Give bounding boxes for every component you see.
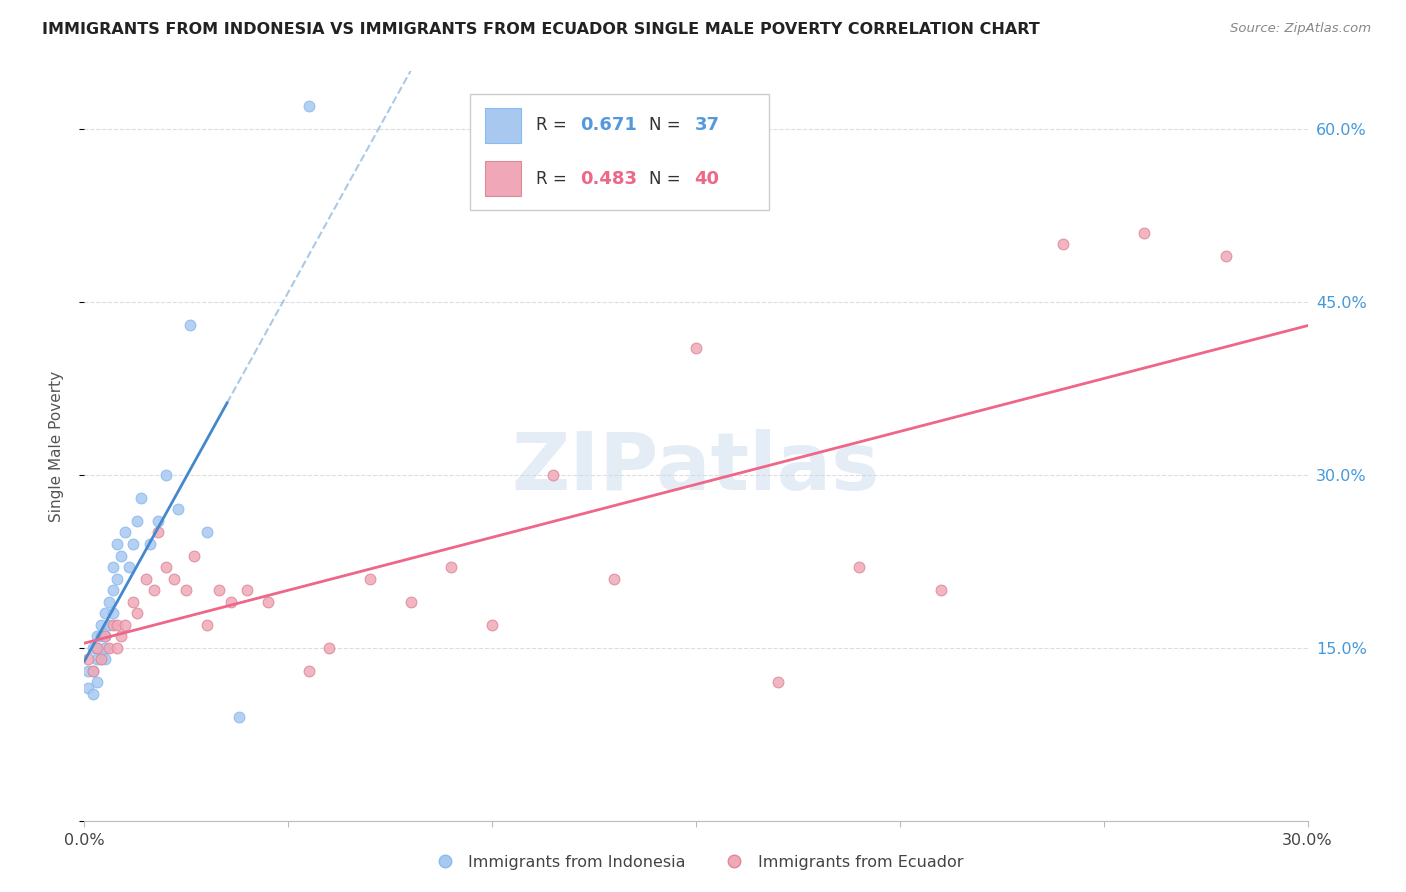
Point xyxy=(929,583,952,598)
Point xyxy=(93,629,115,643)
Point xyxy=(122,537,145,551)
Point xyxy=(1133,226,1156,240)
Legend: Immigrants from Indonesia, Immigrants from Ecuador: Immigrants from Indonesia, Immigrants fr… xyxy=(422,848,970,876)
Point xyxy=(440,560,463,574)
Point xyxy=(93,629,115,643)
Point xyxy=(114,617,136,632)
Point xyxy=(90,629,112,643)
Point xyxy=(219,594,242,608)
Point xyxy=(77,681,100,695)
Point xyxy=(603,572,626,586)
Point xyxy=(101,583,124,598)
Point xyxy=(101,606,124,620)
Point xyxy=(127,514,149,528)
Point xyxy=(90,617,112,632)
Point xyxy=(208,583,231,598)
Point xyxy=(138,537,160,551)
Point xyxy=(82,664,104,678)
Point xyxy=(155,560,177,574)
Text: ZIPatlas: ZIPatlas xyxy=(512,429,880,508)
Point xyxy=(146,514,169,528)
Point xyxy=(127,606,149,620)
Point xyxy=(90,652,112,666)
Point xyxy=(179,318,201,332)
Point xyxy=(77,652,100,666)
Point xyxy=(298,99,321,113)
Point xyxy=(86,640,108,655)
Point xyxy=(195,617,218,632)
Point xyxy=(131,491,153,505)
Point xyxy=(228,710,250,724)
Point xyxy=(236,583,259,598)
Point xyxy=(101,617,124,632)
Text: Source: ZipAtlas.com: Source: ZipAtlas.com xyxy=(1230,22,1371,36)
Point xyxy=(101,560,124,574)
Point xyxy=(399,594,422,608)
Point xyxy=(167,502,190,516)
Point xyxy=(359,572,381,586)
Point xyxy=(481,617,503,632)
Point xyxy=(174,583,197,598)
Point xyxy=(93,606,115,620)
Point xyxy=(118,560,141,574)
Point xyxy=(86,652,108,666)
Point xyxy=(685,341,707,355)
Point xyxy=(766,675,789,690)
Point xyxy=(77,664,100,678)
Point xyxy=(146,525,169,540)
Point xyxy=(86,640,108,655)
Point xyxy=(1052,237,1074,252)
Point xyxy=(543,467,565,482)
Point xyxy=(93,652,115,666)
Point xyxy=(183,549,205,563)
Point xyxy=(122,594,145,608)
Point xyxy=(90,652,112,666)
Point xyxy=(105,537,128,551)
Point xyxy=(1215,249,1237,263)
Point xyxy=(105,572,128,586)
Point xyxy=(97,617,120,632)
Y-axis label: Single Male Poverty: Single Male Poverty xyxy=(49,370,63,522)
Point xyxy=(195,525,218,540)
Point xyxy=(82,687,104,701)
Point xyxy=(257,594,280,608)
Point xyxy=(105,617,128,632)
Point xyxy=(97,640,120,655)
Point xyxy=(155,467,177,482)
Point xyxy=(110,549,132,563)
Point xyxy=(93,640,115,655)
Point xyxy=(298,664,321,678)
Point xyxy=(82,664,104,678)
Point xyxy=(86,629,108,643)
Point xyxy=(97,594,120,608)
Point xyxy=(86,675,108,690)
Point xyxy=(114,525,136,540)
Point xyxy=(135,572,157,586)
Point xyxy=(163,572,186,586)
Point xyxy=(110,629,132,643)
Point xyxy=(142,583,165,598)
Point xyxy=(318,640,340,655)
Point xyxy=(105,640,128,655)
Text: IMMIGRANTS FROM INDONESIA VS IMMIGRANTS FROM ECUADOR SINGLE MALE POVERTY CORRELA: IMMIGRANTS FROM INDONESIA VS IMMIGRANTS … xyxy=(42,22,1040,37)
Point xyxy=(82,640,104,655)
Point xyxy=(848,560,870,574)
